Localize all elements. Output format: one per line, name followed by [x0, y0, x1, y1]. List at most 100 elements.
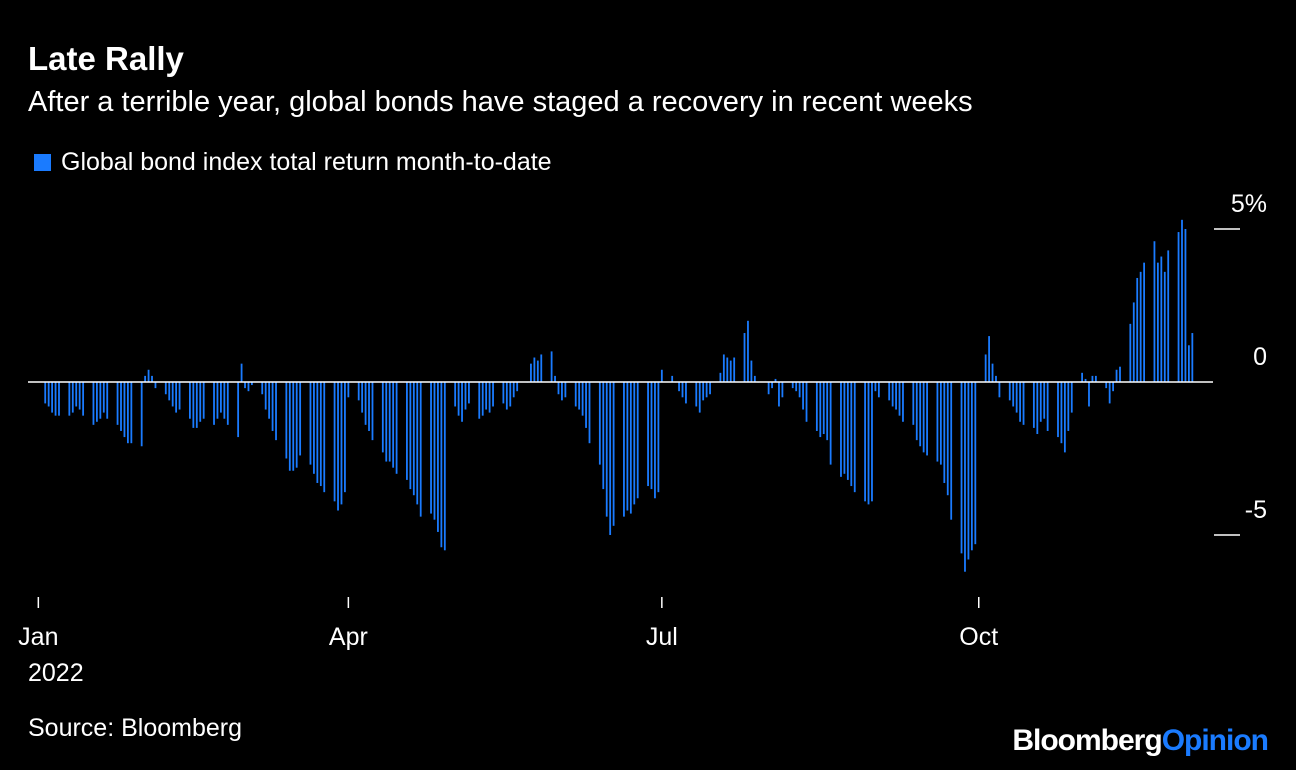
bar — [299, 382, 302, 456]
bar — [654, 382, 656, 499]
bar — [609, 382, 612, 535]
bar — [1036, 382, 1039, 435]
bar — [867, 382, 870, 505]
bar — [1032, 382, 1035, 428]
x-tick-year-label: 2022 — [28, 659, 84, 687]
brand-secondary: Opinion — [1161, 724, 1269, 757]
bar — [1163, 271, 1166, 382]
bar — [936, 382, 939, 462]
bar — [488, 382, 491, 413]
bar — [598, 382, 601, 465]
bar — [695, 382, 698, 407]
bar — [127, 382, 129, 444]
bar — [168, 382, 171, 401]
bar — [1153, 241, 1156, 382]
bar — [888, 382, 891, 401]
bar — [726, 357, 729, 382]
bar — [1070, 382, 1073, 413]
bar — [288, 382, 291, 471]
bar — [891, 382, 894, 407]
bar — [561, 382, 563, 401]
bar — [550, 351, 553, 382]
bar — [164, 382, 167, 395]
bar — [1067, 382, 1070, 431]
brand-primary: Bloomberg — [1012, 724, 1162, 757]
bar — [767, 382, 770, 395]
bar — [574, 382, 577, 407]
bar — [964, 382, 966, 572]
bar — [292, 382, 295, 471]
bar — [939, 382, 942, 465]
bar — [175, 382, 178, 413]
bar — [516, 382, 519, 392]
bar — [660, 369, 663, 382]
bar — [850, 382, 853, 487]
bar — [922, 382, 925, 453]
bar — [564, 382, 567, 398]
bar — [409, 382, 412, 490]
bar — [995, 375, 997, 382]
bar — [213, 382, 215, 425]
bar — [753, 375, 756, 382]
bar — [71, 382, 74, 413]
bar — [154, 382, 157, 389]
bar — [846, 382, 849, 480]
bar — [815, 382, 818, 431]
bar — [1115, 369, 1118, 382]
bar — [1191, 333, 1194, 382]
bar — [309, 382, 312, 465]
bar — [364, 382, 367, 425]
bar — [1129, 323, 1132, 382]
bar — [1105, 382, 1108, 389]
bar — [915, 382, 918, 441]
bar — [1015, 382, 1018, 413]
bar — [1046, 382, 1049, 431]
x-axis: Jan 2022 Apr Jul Oct — [18, 597, 998, 687]
bar — [195, 382, 198, 428]
bar — [950, 382, 953, 520]
bar — [1022, 382, 1025, 425]
chart-legend: Global bond index total return month-to-… — [34, 148, 552, 177]
bar — [771, 382, 773, 389]
bar — [626, 382, 629, 511]
bar — [171, 382, 174, 407]
bar — [1063, 382, 1066, 453]
bar — [492, 382, 494, 407]
bar — [650, 382, 653, 490]
chart-subtitle: After a terrible year, global bonds have… — [28, 86, 973, 118]
bar — [1187, 345, 1190, 382]
bar — [199, 382, 202, 422]
x-tick-label: Apr — [329, 623, 368, 651]
bar — [437, 382, 439, 532]
y-tick-label: 0 — [1253, 343, 1267, 371]
bar — [337, 382, 339, 511]
x-tick-label: Jan — [18, 623, 58, 651]
bar — [1156, 262, 1159, 382]
bar — [51, 382, 54, 413]
bar — [946, 382, 949, 496]
bar — [251, 382, 253, 386]
bar — [853, 382, 856, 493]
bar — [371, 382, 374, 441]
bar — [795, 382, 798, 392]
bar — [96, 382, 98, 422]
bar — [864, 382, 866, 502]
bar — [581, 382, 584, 416]
bar — [461, 382, 463, 422]
bar — [395, 382, 398, 474]
bar — [1081, 372, 1083, 382]
bar — [898, 382, 901, 416]
bar — [44, 382, 47, 404]
bar — [919, 382, 922, 447]
bar — [805, 382, 808, 422]
bar — [123, 382, 126, 438]
bar — [1119, 366, 1121, 382]
bar — [216, 382, 219, 419]
bar — [323, 382, 326, 493]
bar — [671, 375, 674, 382]
bar — [457, 382, 460, 416]
bar — [1108, 382, 1111, 404]
bar — [1060, 382, 1063, 444]
bar — [464, 382, 467, 410]
bar — [557, 382, 560, 395]
